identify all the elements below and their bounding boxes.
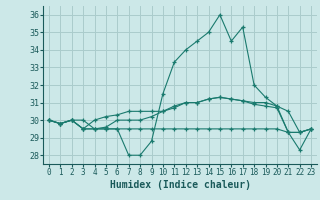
X-axis label: Humidex (Indice chaleur): Humidex (Indice chaleur) bbox=[109, 180, 251, 190]
